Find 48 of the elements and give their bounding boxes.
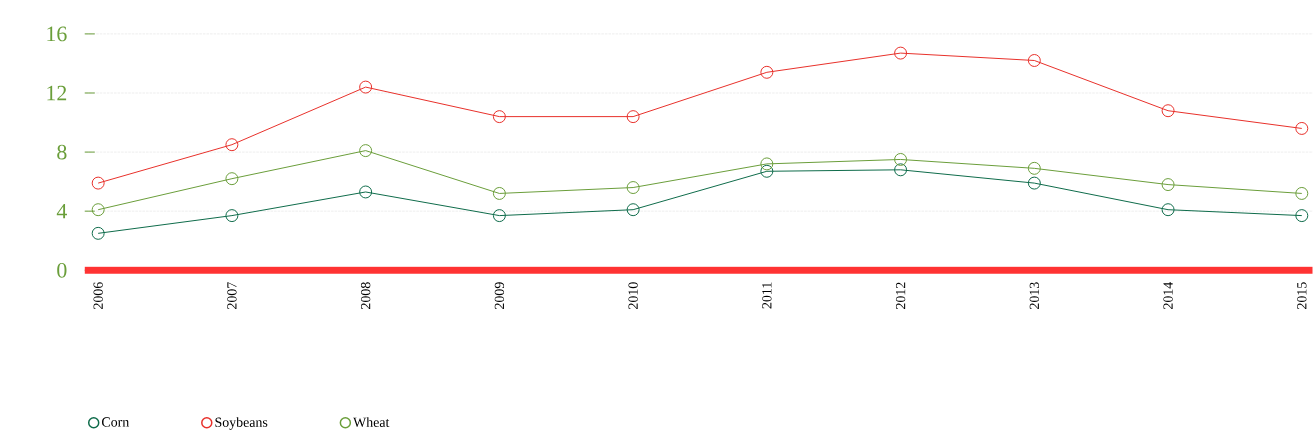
point	[91, 176, 105, 190]
x-tick-label: 2007	[227, 282, 237, 310]
point	[894, 153, 908, 167]
point	[1295, 187, 1309, 201]
point	[1027, 176, 1041, 190]
point	[626, 181, 640, 195]
point	[760, 164, 774, 178]
y-tick-label: 12	[47, 85, 67, 101]
legend-label: Soybeans	[215, 417, 268, 430]
point	[1027, 161, 1041, 175]
x-tick-label: 2006	[93, 282, 103, 310]
point	[359, 144, 373, 158]
point	[492, 110, 506, 124]
point	[1161, 178, 1175, 192]
y-tick-label: 4	[56, 204, 67, 219]
point	[626, 110, 640, 124]
point	[359, 185, 373, 199]
point	[492, 209, 506, 223]
point	[894, 46, 908, 60]
point	[91, 203, 105, 217]
x-tick-label: 2014	[1163, 282, 1173, 310]
y-tick-label: 8	[57, 144, 67, 160]
x-tick-label: 2010	[628, 282, 638, 310]
point	[1295, 122, 1309, 136]
point	[1027, 54, 1041, 68]
point	[894, 163, 908, 177]
point	[760, 157, 774, 171]
x-tick-label: 2008	[360, 282, 371, 310]
x-tick-label: 2015	[1297, 282, 1307, 310]
point	[1161, 104, 1175, 118]
point	[91, 226, 105, 240]
point	[1295, 209, 1309, 223]
point	[225, 209, 239, 223]
x-tick-label: 2012	[895, 282, 906, 310]
point	[1161, 203, 1175, 217]
y-tick-label: 0	[57, 262, 67, 278]
x-tick-label: 2013	[1029, 282, 1040, 310]
y-tick-label: 16	[47, 26, 67, 42]
point	[225, 172, 239, 186]
x-tick-label: 2011	[762, 282, 772, 309]
x-tick-label: 2009	[494, 282, 505, 310]
legend-label: Corn	[102, 417, 130, 427]
point	[225, 138, 239, 152]
point	[492, 187, 506, 201]
point	[626, 203, 640, 217]
legend-label: Wheat	[353, 417, 390, 428]
point	[359, 80, 373, 94]
point	[760, 65, 774, 79]
